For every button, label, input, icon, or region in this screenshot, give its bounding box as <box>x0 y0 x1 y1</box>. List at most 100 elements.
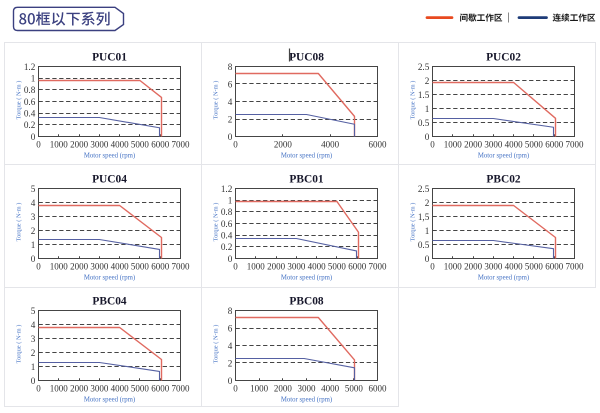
svg-text:0: 0 <box>228 376 233 386</box>
svg-text:3000: 3000 <box>298 383 317 393</box>
svg-text:1: 1 <box>425 226 430 236</box>
svg-text:Torque ( N-m ): Torque ( N-m ) <box>213 203 220 242</box>
svg-text:2000: 2000 <box>70 261 89 271</box>
svg-text:0: 0 <box>430 261 435 271</box>
svg-text:4: 4 <box>228 97 233 107</box>
svg-text:1000: 1000 <box>250 383 268 393</box>
svg-text:0: 0 <box>31 254 36 264</box>
svg-text:4000: 4000 <box>111 261 130 271</box>
svg-text:6: 6 <box>228 79 233 89</box>
svg-text:4: 4 <box>31 198 36 208</box>
svg-text:4000: 4000 <box>111 139 130 149</box>
svg-text:7000: 7000 <box>369 261 388 271</box>
svg-text:PBC04: PBC04 <box>92 296 126 308</box>
svg-text:2: 2 <box>425 76 430 86</box>
svg-text:5000: 5000 <box>525 139 544 149</box>
svg-text:0: 0 <box>233 383 238 393</box>
svg-text:5000: 5000 <box>131 383 150 393</box>
svg-text:0.4: 0.4 <box>221 231 233 241</box>
svg-text:6000: 6000 <box>369 383 388 393</box>
svg-text:0: 0 <box>36 261 41 271</box>
svg-text:0: 0 <box>233 139 238 149</box>
svg-text:5: 5 <box>31 306 36 316</box>
svg-text:1000: 1000 <box>444 261 463 271</box>
svg-text:2000: 2000 <box>464 139 483 149</box>
svg-text:PUC02: PUC02 <box>486 52 521 64</box>
svg-text:6000: 6000 <box>545 261 564 271</box>
svg-text:0.8: 0.8 <box>221 207 233 217</box>
svg-text:3000: 3000 <box>90 383 109 393</box>
svg-text:2: 2 <box>31 348 36 358</box>
svg-text:4000: 4000 <box>111 383 130 393</box>
svg-text:6000: 6000 <box>151 261 170 271</box>
svg-text:2000: 2000 <box>70 139 89 149</box>
svg-text:PBC02: PBC02 <box>486 174 520 186</box>
svg-text:5000: 5000 <box>525 261 544 271</box>
svg-text:2.5: 2.5 <box>418 62 430 72</box>
svg-text:6000: 6000 <box>151 139 170 149</box>
svg-text:Motor speed (rpm): Motor speed (rpm) <box>84 275 135 282</box>
svg-text:Torque ( N-m ): Torque ( N-m ) <box>213 325 220 364</box>
svg-text:5000: 5000 <box>131 139 150 149</box>
svg-text:0.5: 0.5 <box>418 118 430 128</box>
svg-text:1.2: 1.2 <box>221 184 233 194</box>
svg-text:4000: 4000 <box>505 261 524 271</box>
svg-text:2: 2 <box>228 114 233 124</box>
svg-text:0: 0 <box>228 254 233 264</box>
svg-text:PBC08: PBC08 <box>289 296 323 308</box>
svg-text:7000: 7000 <box>566 261 585 271</box>
svg-text:3000: 3000 <box>484 139 503 149</box>
svg-text:1000: 1000 <box>444 139 463 149</box>
svg-text:4000: 4000 <box>321 383 340 393</box>
svg-text:PUC08: PUC08 <box>289 52 324 64</box>
svg-text:Torque ( N-m ): Torque ( N-m ) <box>16 325 23 364</box>
svg-text:3000: 3000 <box>484 261 503 271</box>
svg-text:2000: 2000 <box>464 261 483 271</box>
svg-text:1000: 1000 <box>50 383 69 393</box>
svg-text:3000: 3000 <box>90 139 109 149</box>
svg-text:1000: 1000 <box>50 139 69 149</box>
svg-text:5: 5 <box>31 184 36 194</box>
svg-text:PUC01: PUC01 <box>92 52 127 64</box>
svg-text:2000: 2000 <box>274 383 293 393</box>
svg-text:0.8: 0.8 <box>24 85 36 95</box>
svg-text:0.6: 0.6 <box>24 97 36 107</box>
svg-text:Motor speed (rpm): Motor speed (rpm) <box>281 275 332 282</box>
svg-text:8: 8 <box>228 306 233 316</box>
svg-text:8: 8 <box>228 62 233 72</box>
svg-text:Torque ( N-m ): Torque ( N-m ) <box>16 203 23 242</box>
svg-text:1,5: 1,5 <box>418 212 430 222</box>
svg-text:1: 1 <box>31 74 36 84</box>
svg-text:0: 0 <box>430 139 435 149</box>
svg-text:Torque ( N-m ): Torque ( N-m ) <box>410 203 417 242</box>
svg-text:2.5: 2.5 <box>418 184 430 194</box>
svg-text:0: 0 <box>31 376 36 386</box>
svg-text:1: 1 <box>228 196 233 206</box>
svg-text:PUC04: PUC04 <box>92 174 127 186</box>
svg-text:Motor speed (rpm): Motor speed (rpm) <box>478 275 529 282</box>
svg-text:2000: 2000 <box>70 383 89 393</box>
svg-text:5000: 5000 <box>328 261 347 271</box>
svg-text:5000: 5000 <box>131 261 150 271</box>
svg-text:4: 4 <box>31 320 36 330</box>
svg-text:4: 4 <box>228 341 233 351</box>
svg-text:3: 3 <box>31 334 36 344</box>
svg-text:0.4: 0.4 <box>24 109 36 119</box>
svg-text:2000: 2000 <box>274 139 293 149</box>
svg-text:0: 0 <box>425 254 430 264</box>
svg-text:1: 1 <box>31 240 36 250</box>
svg-text:Torque ( N-m ): Torque ( N-m ) <box>16 81 23 120</box>
svg-text:Motor speed (rpm): Motor speed (rpm) <box>84 153 135 160</box>
svg-text:6000: 6000 <box>151 383 170 393</box>
svg-text:1000: 1000 <box>247 261 266 271</box>
svg-text:0: 0 <box>228 132 233 142</box>
svg-text:1.2: 1.2 <box>24 62 36 72</box>
svg-text:6000: 6000 <box>348 261 367 271</box>
svg-text:Motor speed (rpm): Motor speed (rpm) <box>84 397 135 404</box>
svg-text:0.6: 0.6 <box>221 219 233 229</box>
svg-text:7000: 7000 <box>172 261 191 271</box>
svg-text:3: 3 <box>31 212 36 222</box>
svg-text:0: 0 <box>36 383 41 393</box>
svg-text:Torque ( N-m ): Torque ( N-m ) <box>410 81 417 120</box>
svg-text:0: 0 <box>425 132 430 142</box>
